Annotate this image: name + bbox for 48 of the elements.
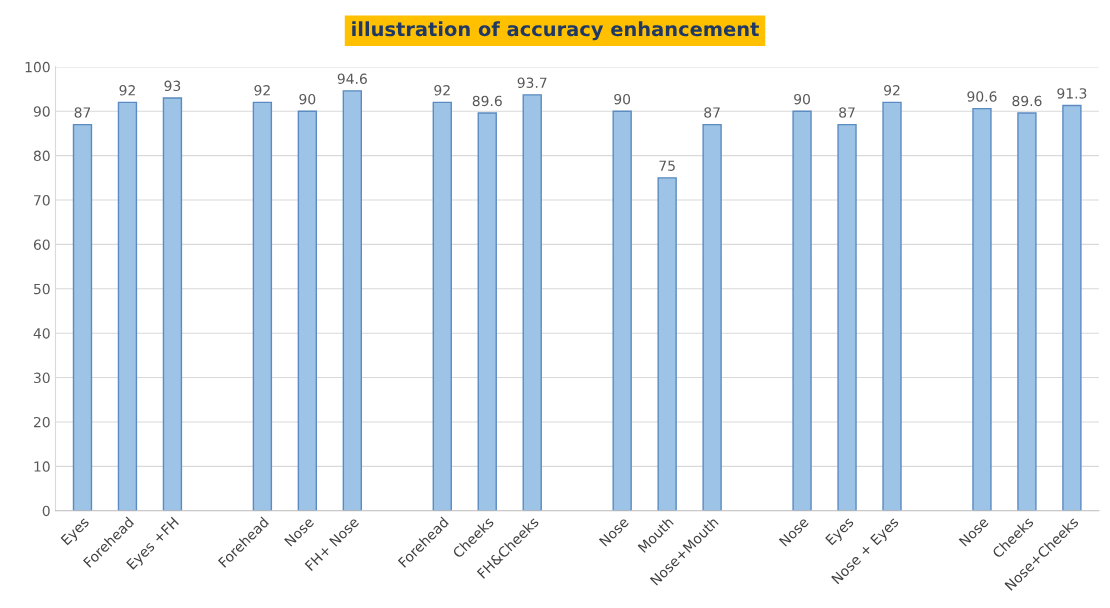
y-tick-label: 10 xyxy=(34,461,50,472)
y-tick-label: 90 xyxy=(33,106,50,117)
data-label: 90 xyxy=(794,93,810,105)
data-label: 94.6 xyxy=(337,73,367,84)
y-tick-label: 20 xyxy=(33,416,50,428)
y-tick-label: 80 xyxy=(33,150,50,162)
data-label: 92 xyxy=(254,85,270,96)
data-label: 92 xyxy=(434,85,450,96)
y-tick-label: 30 xyxy=(34,372,50,384)
data-label: 89.6 xyxy=(1012,95,1042,107)
bar xyxy=(792,110,812,511)
data-label: 89.6 xyxy=(472,95,502,107)
bar xyxy=(882,101,902,511)
y-tick-label: 40 xyxy=(33,328,50,339)
bar xyxy=(612,110,632,511)
bar xyxy=(117,101,138,511)
data-label: 93.7 xyxy=(517,77,547,88)
data-label: 90 xyxy=(614,93,631,105)
bar xyxy=(342,90,363,511)
data-label: 93 xyxy=(164,80,181,92)
bar xyxy=(477,112,497,511)
bar xyxy=(252,101,273,511)
data-label: 90.6 xyxy=(967,91,997,102)
data-label: 87 xyxy=(839,107,855,118)
data-label: 75 xyxy=(659,160,675,171)
data-label: 90 xyxy=(299,93,316,105)
bar xyxy=(162,97,183,511)
y-tick-label: 70 xyxy=(34,195,50,206)
bar xyxy=(297,110,318,511)
bar xyxy=(657,177,677,511)
y-tick-label: 0 xyxy=(42,505,50,517)
bar xyxy=(522,94,542,511)
bar xyxy=(837,123,857,511)
y-tick-label: 50 xyxy=(34,283,50,295)
data-label: 87 xyxy=(704,107,720,118)
bar xyxy=(72,123,93,511)
data-label: 92 xyxy=(884,85,900,96)
y-tick-label: 100 xyxy=(25,61,50,73)
bar xyxy=(1062,104,1082,511)
data-label: 87 xyxy=(74,107,91,118)
bar xyxy=(702,123,722,511)
chart-title: illustration of accuracy enhancement xyxy=(352,21,759,41)
bar xyxy=(1017,112,1037,511)
y-tick-label: 60 xyxy=(33,239,50,250)
data-label: 91.3 xyxy=(1057,88,1087,99)
bar xyxy=(432,101,452,511)
data-label: 92 xyxy=(119,85,135,96)
bar xyxy=(972,107,992,511)
